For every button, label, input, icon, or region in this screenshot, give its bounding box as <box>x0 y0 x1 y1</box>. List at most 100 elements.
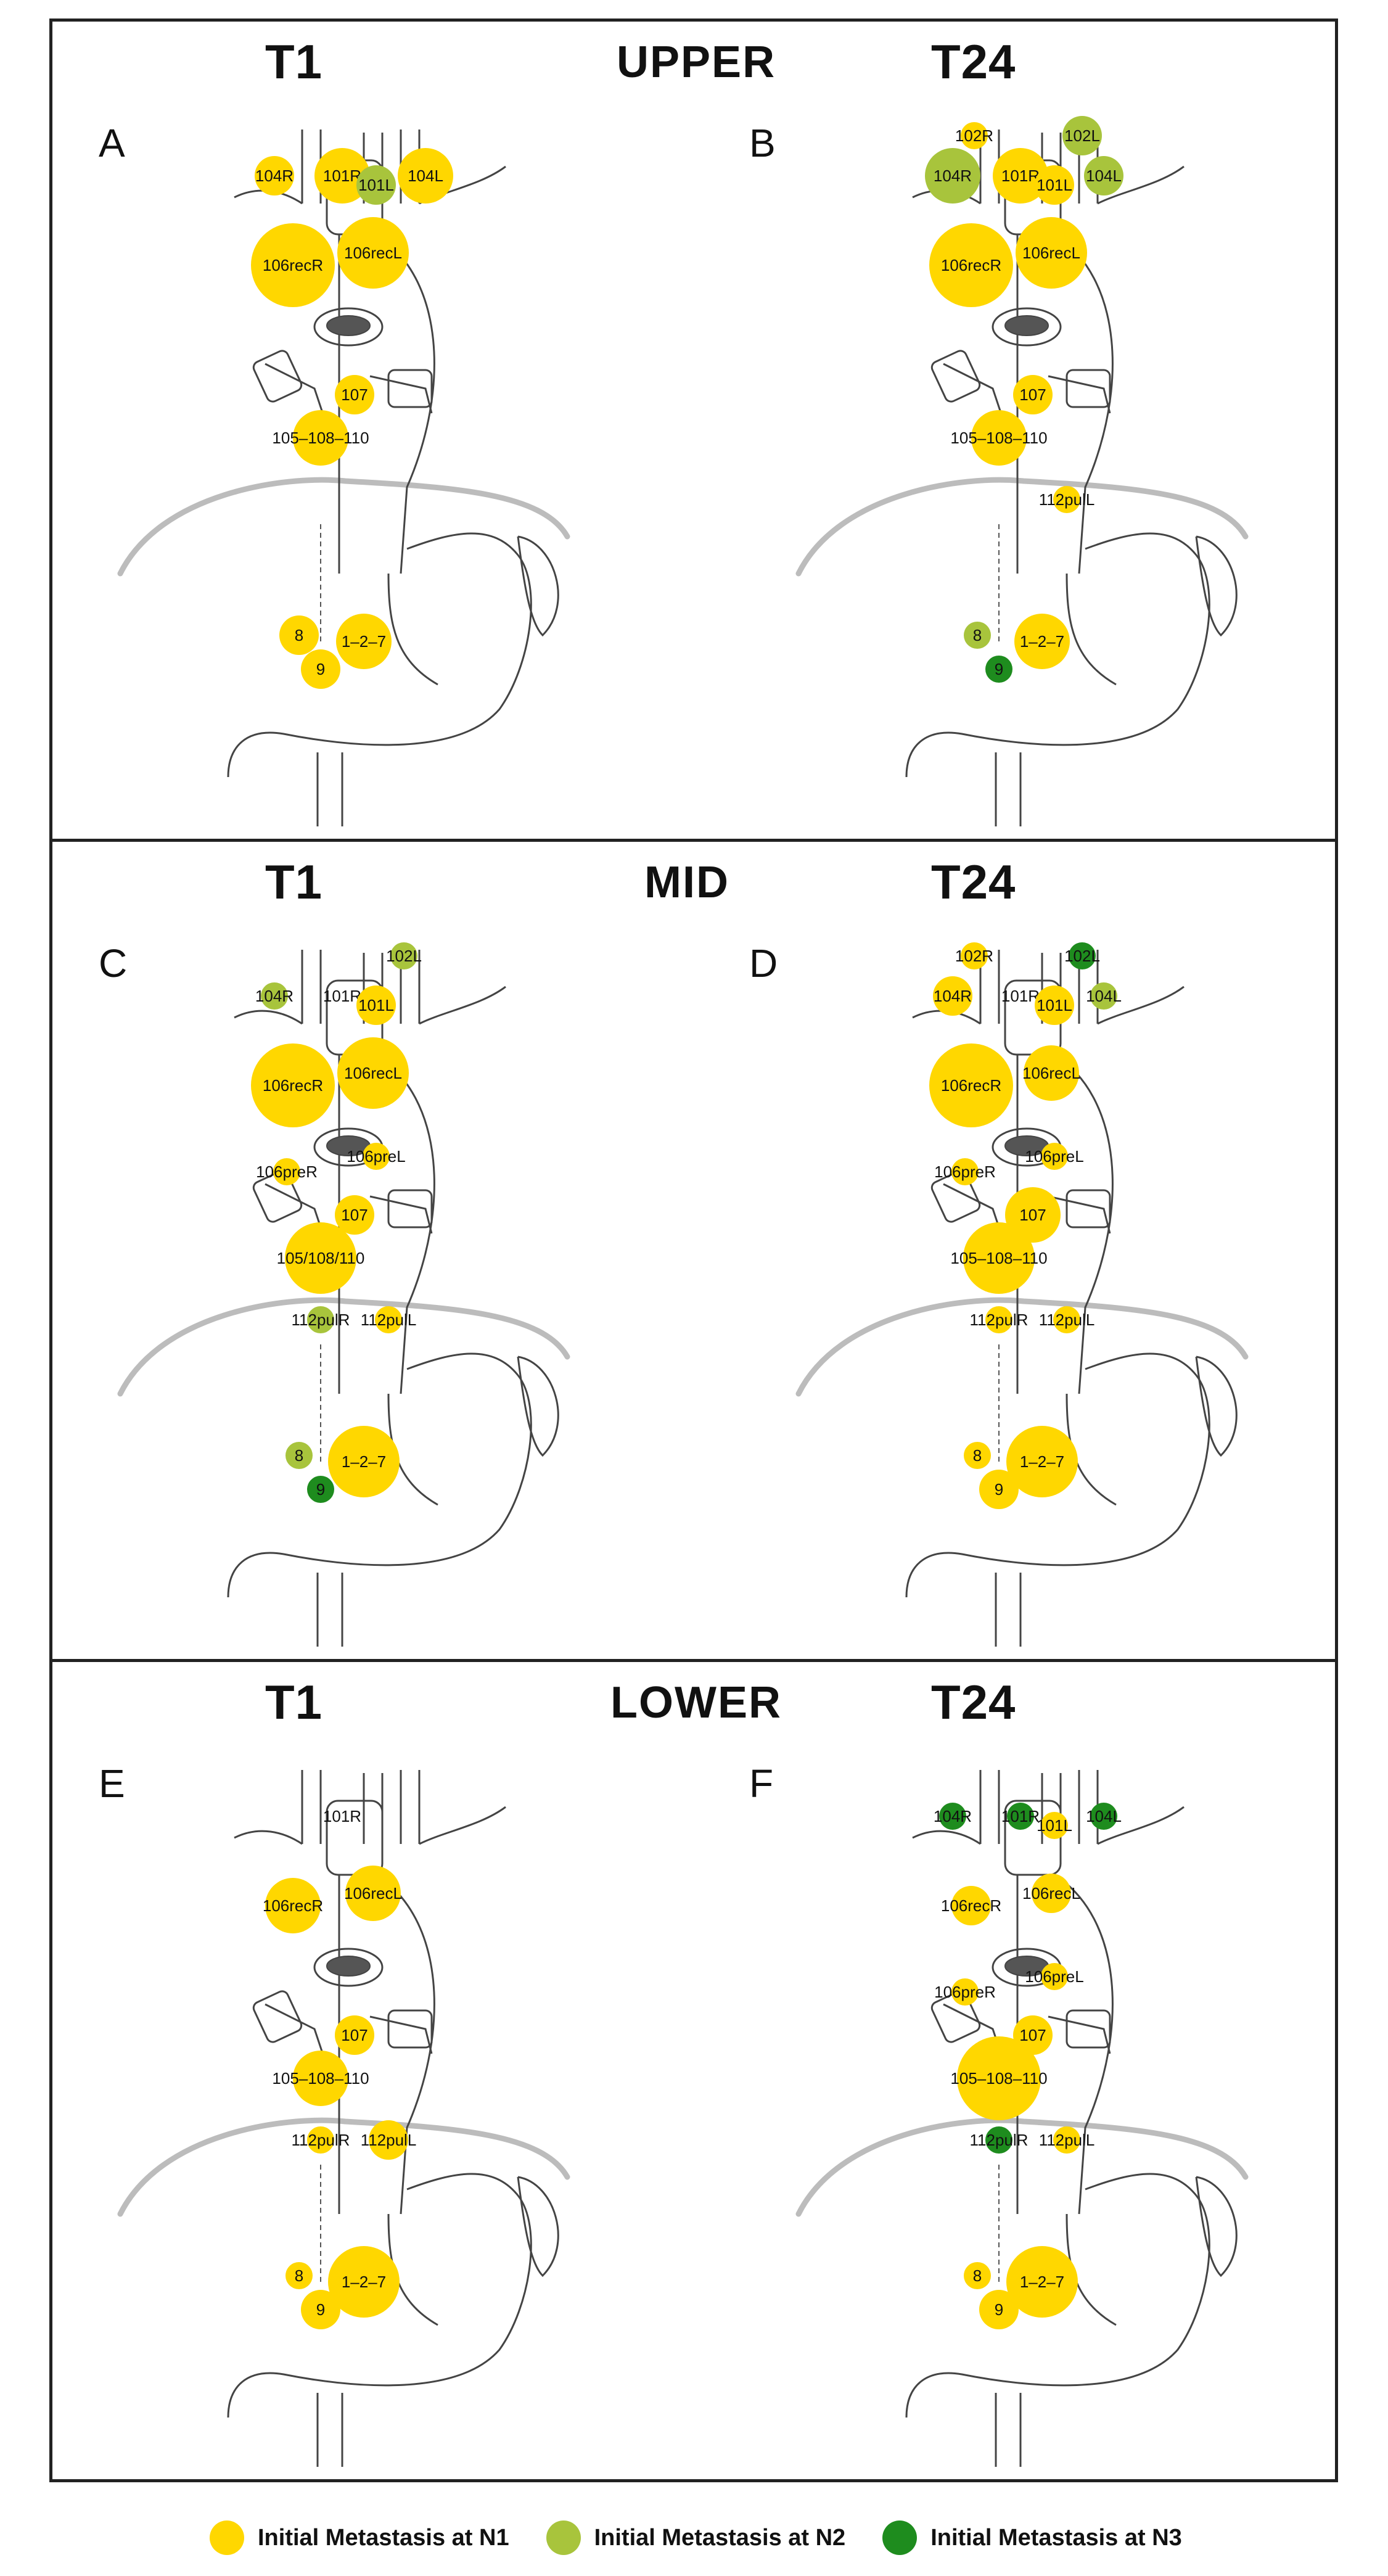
node-circle-n2 <box>1062 116 1102 155</box>
node-label: 106recL <box>344 244 402 262</box>
panel-letter-e: E <box>99 1761 125 1806</box>
lymph-node: 101L <box>1035 986 1074 1025</box>
lymph-node: 106recR <box>929 1043 1013 1127</box>
stomach <box>227 2173 532 2418</box>
subclavian-vessels <box>234 1806 506 1845</box>
aortic-arch <box>992 307 1062 347</box>
column-header-t1: T1 <box>265 1675 323 1729</box>
node-circle-n1 <box>1041 1963 1068 1990</box>
node-label: 106recR <box>941 1076 1001 1095</box>
lymph-node: 101R <box>323 987 361 1005</box>
panel-letter-c: C <box>99 941 128 986</box>
node-label: 102R <box>955 126 993 145</box>
node-circle-n1 <box>398 148 453 204</box>
node-label: 102L <box>1064 126 1100 145</box>
node-label: 102L <box>386 947 422 965</box>
lymph-node: 104L <box>398 148 453 204</box>
spleen <box>1195 2176 1238 2278</box>
node-circle-n1 <box>335 375 374 414</box>
node-label: 8 <box>295 1446 303 1465</box>
node-label: 106recR <box>263 256 323 274</box>
node-label: 107 <box>1019 1206 1046 1224</box>
node-circle-n1 <box>335 2015 374 2055</box>
lymph-node: 105–108–110 <box>272 410 369 466</box>
node-circle-n3 <box>1069 942 1096 969</box>
node-circle-n1 <box>301 2290 340 2329</box>
node-label: 101L <box>1037 1816 1072 1835</box>
lymph-node: 8 <box>285 2262 313 2289</box>
column-header-t1: T1 <box>265 35 323 89</box>
node-label: 112pulR <box>970 1311 1029 1329</box>
lymph-node: 104R <box>255 982 294 1010</box>
section-title-upper: UPPER <box>617 38 776 87</box>
aortic-lumen <box>326 315 371 336</box>
node-circle-n1 <box>1013 375 1053 414</box>
lymph-node: 106preR <box>934 1978 996 2006</box>
lymph-node: 112pulL <box>361 1306 417 1333</box>
lymph-node: 105–108–110 <box>950 410 1048 466</box>
node-circle-n1 <box>1032 1874 1071 1913</box>
node-circle-n1 <box>1041 1143 1068 1170</box>
left-bronchus <box>387 2009 433 2049</box>
aortic-lumen <box>326 1956 371 1977</box>
lymph-node: 106recR <box>251 1043 335 1127</box>
spleen <box>517 535 559 637</box>
stomach <box>905 532 1210 778</box>
lymph-node: 8 <box>279 615 319 655</box>
node-label: 112pulL <box>361 1311 417 1329</box>
node-circle-n1 <box>251 1043 335 1127</box>
panel-letter-f: F <box>749 1761 774 1806</box>
spleen <box>1195 535 1238 637</box>
node-circle-n1 <box>314 148 370 204</box>
abdominal-aorta <box>995 2393 1022 2467</box>
lymph-node: 101R <box>1001 1803 1040 1830</box>
node-circle-n1 <box>337 217 409 289</box>
abdominal-aorta <box>316 2393 343 2467</box>
node-label: 106recR <box>263 1896 323 1915</box>
node-circle-n1 <box>293 2051 348 2106</box>
abdominal-aorta <box>995 1573 1022 1647</box>
node-circle-n1 <box>265 1878 321 1933</box>
panel-e: 101R 106recR 106recL 107 105–108–110 112pulR 1… <box>117 1770 570 2467</box>
lymph-node: 9 <box>985 656 1012 683</box>
node-label: 106preL <box>1025 1967 1083 1986</box>
lymph-node: 102R <box>955 942 993 969</box>
node-circle-n1 <box>961 122 988 149</box>
lymph-node: 1–2–7 <box>1014 614 1070 669</box>
node-label: 1–2–7 <box>342 632 386 651</box>
node-label: 8 <box>973 2266 982 2285</box>
node-label: 105–108–110 <box>950 2069 1047 2088</box>
lymph-node: 106recL <box>1016 217 1087 289</box>
right-bronchus <box>930 350 981 403</box>
node-circle-n1 <box>369 2120 408 2160</box>
node-circle-n1 <box>971 410 1027 466</box>
trachea <box>1004 1800 1062 1876</box>
node-circle-n1 <box>328 1426 400 1497</box>
node-circle-n2 <box>1084 156 1123 195</box>
node-circle-n1 <box>345 1866 401 1921</box>
node-label: 106preR <box>256 1162 318 1181</box>
lymph-node: 1–2–7 <box>1006 1426 1078 1497</box>
lymph-node: 9 <box>979 1470 1019 1509</box>
node-circle-n1 <box>1006 2246 1078 2318</box>
lymph-node: 106preL <box>347 1143 406 1170</box>
node-circle-n1 <box>307 2126 334 2154</box>
legend-label-n2: Initial Metastasis at N2 <box>594 2524 846 2551</box>
node-label: 106recR <box>941 1896 1001 1915</box>
node-label: 106preL <box>347 1147 405 1166</box>
node-circle-n1 <box>301 649 340 689</box>
node-circle-n1 <box>356 986 396 1025</box>
column-header-t1: T1 <box>265 855 323 909</box>
lymph-node: 101R <box>314 148 370 204</box>
spleen <box>517 2176 559 2278</box>
diaphragm-line <box>117 477 570 577</box>
lymph-node: 102L <box>1064 942 1100 969</box>
node-label: 101L <box>358 996 394 1014</box>
node-circle-n2 <box>964 622 991 649</box>
legend-item-n3: Initial Metastasis at N3 <box>882 2520 1182 2555</box>
node-circle-n1 <box>279 615 319 655</box>
node-circle-n1 <box>1053 486 1080 513</box>
lymph-node: 112pulL <box>1039 2126 1094 2154</box>
node-label: 107 <box>1019 2026 1046 2044</box>
